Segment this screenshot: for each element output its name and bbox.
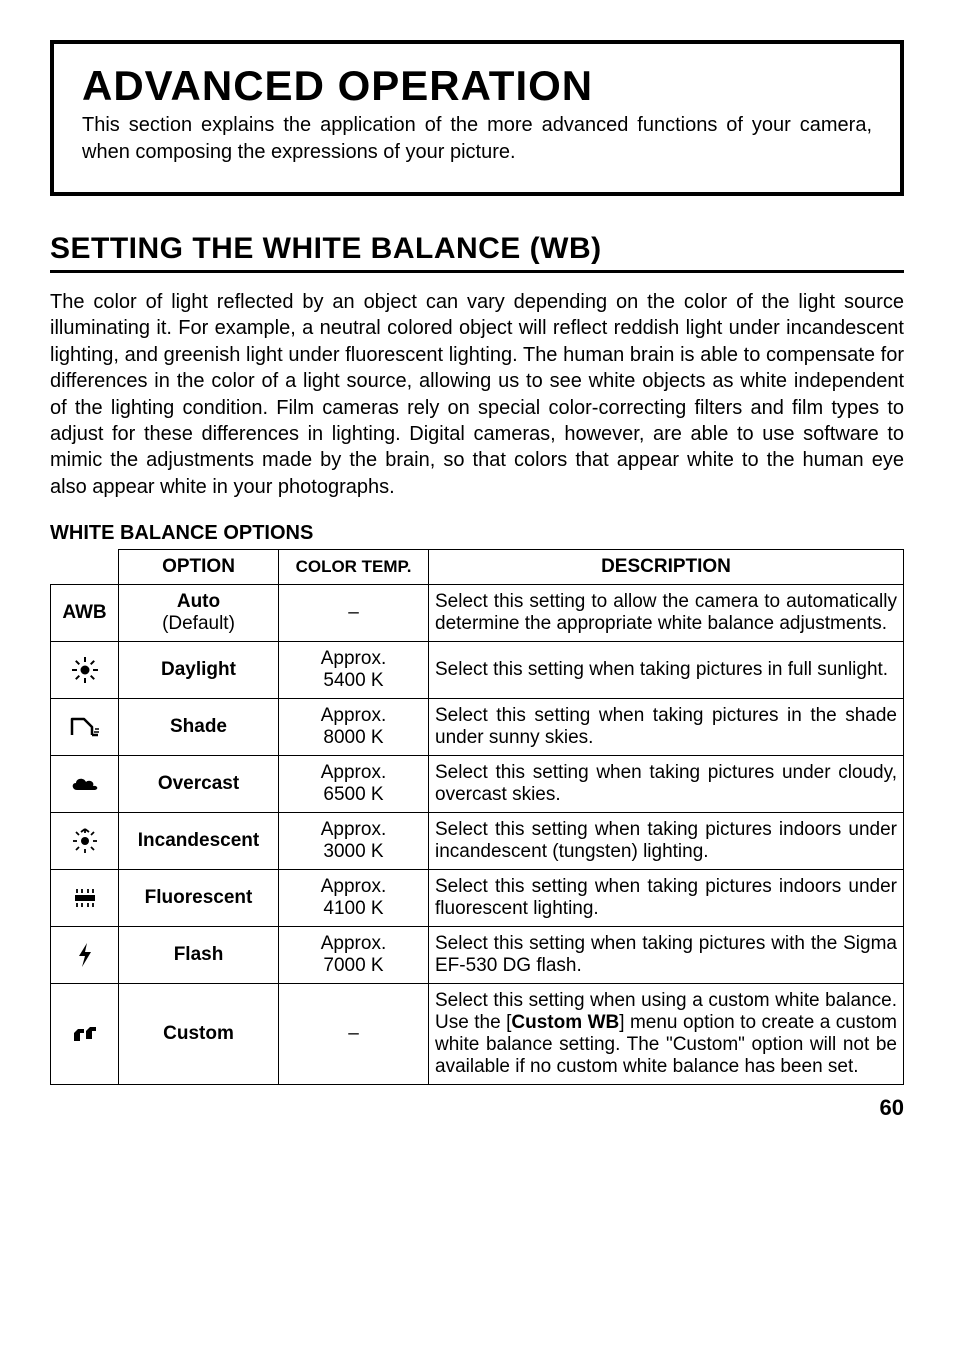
wb-icon-shade <box>51 699 119 756</box>
desc-incandescent: Select this setting when taking pictures… <box>429 813 904 870</box>
awb-icon-text: AWB <box>62 602 106 623</box>
table-header-row: OPTION COLOR TEMP. DESCRIPTION <box>51 550 904 585</box>
fluorescent-icon <box>70 887 100 909</box>
table-header-desc: DESCRIPTION <box>429 550 904 585</box>
table-row: Incandescent Approx. 3000 K Select this … <box>51 813 904 870</box>
desc-auto: Select this setting to allow the camera … <box>429 585 904 642</box>
temp-overcast: Approx. 6500 K <box>279 756 429 813</box>
advanced-operation-title: ADVANCED OPERATION <box>82 62 872 110</box>
cloud-icon <box>69 774 101 794</box>
option-daylight: Daylight <box>119 642 279 699</box>
table-row: Overcast Approx. 6500 K Select this sett… <box>51 756 904 813</box>
option-overcast: Overcast <box>119 756 279 813</box>
wb-icon-awb: AWB <box>51 585 119 642</box>
table-header-option: OPTION <box>119 550 279 585</box>
temp-incandescent: Approx. 3000 K <box>279 813 429 870</box>
table-row: Fluorescent Approx. 4100 K Select this s… <box>51 870 904 927</box>
table-header-temp: COLOR TEMP. <box>279 550 429 585</box>
temp-custom: – <box>279 984 429 1085</box>
bulb-icon <box>71 827 99 855</box>
desc-overcast: Select this setting when taking pictures… <box>429 756 904 813</box>
temp-flash: Approx. 7000 K <box>279 927 429 984</box>
desc-fluorescent: Select this setting when taking pictures… <box>429 870 904 927</box>
desc-flash: Select this setting when taking pictures… <box>429 927 904 984</box>
wb-icon-daylight <box>51 642 119 699</box>
white-balance-options-table: OPTION COLOR TEMP. DESCRIPTION AWB Auto … <box>50 549 904 1085</box>
table-row: Daylight Approx. 5400 K Select this sett… <box>51 642 904 699</box>
white-balance-intro-paragraph: The color of light reflected by an objec… <box>50 289 904 500</box>
wb-icon-fluorescent <box>51 870 119 927</box>
table-row: Flash Approx. 7000 K Select this setting… <box>51 927 904 984</box>
white-balance-options-heading: WHITE BALANCE OPTIONS <box>50 522 904 545</box>
custom-icon <box>70 1023 100 1045</box>
page-number: 60 <box>50 1095 904 1121</box>
option-incandescent: Incandescent <box>119 813 279 870</box>
desc-daylight: Select this setting when taking pictures… <box>429 642 904 699</box>
table-row: AWB Auto (Default) – Select this setting… <box>51 585 904 642</box>
shade-icon <box>70 715 100 739</box>
section-heading-white-balance: SETTING THE WHITE BALANCE (WB) <box>50 232 904 273</box>
wb-icon-overcast <box>51 756 119 813</box>
temp-auto: – <box>279 585 429 642</box>
wb-icon-custom <box>51 984 119 1085</box>
flash-icon <box>75 941 95 969</box>
desc-shade: Select this setting when taking pictures… <box>429 699 904 756</box>
sun-icon <box>71 656 99 684</box>
option-fluorescent: Fluorescent <box>119 870 279 927</box>
temp-shade: Approx. 8000 K <box>279 699 429 756</box>
advanced-operation-box: ADVANCED OPERATION This section explains… <box>50 40 904 196</box>
table-row: Shade Approx. 8000 K Select this setting… <box>51 699 904 756</box>
wb-icon-incandescent <box>51 813 119 870</box>
temp-daylight: Approx. 5400 K <box>279 642 429 699</box>
option-label: Auto <box>177 591 220 612</box>
table-row: Custom – Select this setting when using … <box>51 984 904 1085</box>
option-sublabel: (Default) <box>162 613 235 634</box>
option-auto: Auto (Default) <box>119 585 279 642</box>
temp-fluorescent: Approx. 4100 K <box>279 870 429 927</box>
table-header-blank <box>51 550 119 585</box>
option-custom: Custom <box>119 984 279 1085</box>
desc-custom: Select this setting when using a custom … <box>429 984 904 1085</box>
wb-icon-flash <box>51 927 119 984</box>
advanced-operation-body: This section explains the application of… <box>82 112 872 166</box>
option-shade: Shade <box>119 699 279 756</box>
option-flash: Flash <box>119 927 279 984</box>
